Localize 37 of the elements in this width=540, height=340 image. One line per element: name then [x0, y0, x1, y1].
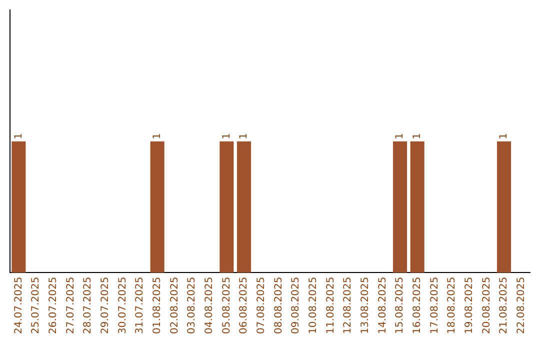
- x-tick-label: 20.08.2025: [481, 276, 492, 334]
- x-tick-label: 15.08.2025: [394, 276, 406, 334]
- x-tick-label: 13.08.2025: [360, 276, 371, 334]
- x-tick-label: 03.08.2025: [186, 276, 198, 334]
- data-label: 1: [221, 132, 232, 140]
- x-tick-label: 21.08.2025: [498, 276, 510, 334]
- x-tick-label: 14.08.2025: [377, 276, 388, 334]
- x-tick-label: 26.07.2025: [48, 276, 59, 334]
- x-tick-label: 30.07.2025: [117, 276, 128, 334]
- x-tick-label: 31.07.2025: [134, 276, 146, 334]
- data-label: 1: [152, 132, 163, 140]
- x-tick-label: 25.07.2025: [30, 276, 42, 334]
- x-tick-label: 08.08.2025: [273, 276, 284, 334]
- x-tick-label: 07.08.2025: [256, 276, 267, 334]
- data-label: 1: [238, 132, 250, 140]
- x-tick-label: 17.08.2025: [429, 276, 440, 334]
- x-tick-label: 16.08.2025: [412, 276, 423, 334]
- data-label: 1: [412, 132, 423, 140]
- x-tick-label: 22.08.2025: [516, 276, 527, 334]
- x-tick-label: 10.08.2025: [308, 276, 319, 334]
- x-tick-label: 12.08.2025: [342, 276, 354, 334]
- x-tick-label: 06.08.2025: [238, 276, 250, 334]
- x-tick-label: 04.08.2025: [204, 276, 215, 334]
- x-tick-label: 11.08.2025: [325, 276, 336, 334]
- x-tick-label: 24.07.2025: [13, 276, 24, 334]
- x-tick-label: 18.08.2025: [446, 276, 458, 334]
- x-tick-label: 01.08.2025: [152, 276, 163, 334]
- x-tick-label: 05.08.2025: [221, 276, 232, 334]
- x-tick-label: 09.08.2025: [290, 276, 302, 334]
- x-tick-label: 02.08.2025: [169, 276, 180, 334]
- x-tick-label: 28.07.2025: [82, 276, 94, 334]
- data-label: 1: [13, 132, 24, 140]
- x-tick-label: 27.07.2025: [65, 276, 76, 334]
- data-label: 1: [394, 132, 406, 140]
- x-tick-label: 19.08.2025: [464, 276, 475, 334]
- data-label: 1: [498, 132, 510, 140]
- x-tick-label: 29.07.2025: [100, 276, 111, 334]
